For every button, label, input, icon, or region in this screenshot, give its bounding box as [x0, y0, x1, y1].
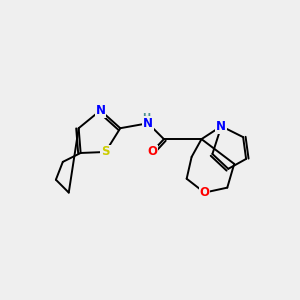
Text: S: S — [101, 146, 110, 158]
Text: O: O — [147, 146, 157, 158]
Text: N: N — [143, 117, 153, 130]
Text: H: H — [142, 113, 150, 123]
Text: N: N — [95, 104, 106, 117]
Text: O: O — [200, 186, 209, 199]
Text: N: N — [216, 120, 226, 133]
